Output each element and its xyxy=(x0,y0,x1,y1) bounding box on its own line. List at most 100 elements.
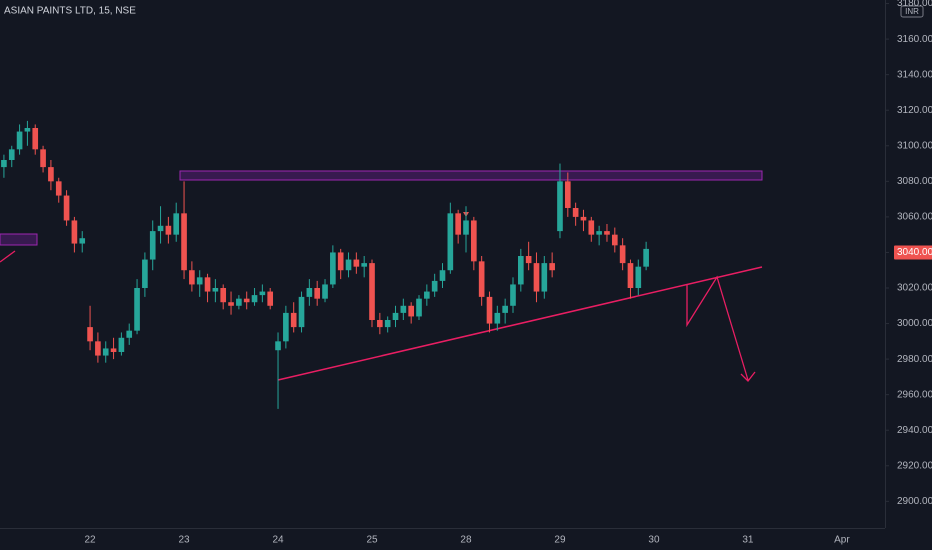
arrow-head xyxy=(740,371,756,382)
candle-body xyxy=(494,312,501,324)
candle-body xyxy=(455,213,461,235)
y-tick-label: 2980.00 xyxy=(897,354,932,365)
candle-body xyxy=(173,213,180,235)
candle-body xyxy=(126,330,133,338)
candle-body xyxy=(463,220,469,235)
trend-line xyxy=(0,250,16,263)
candle-body xyxy=(1,160,7,168)
candle-body xyxy=(79,238,86,244)
candle-body xyxy=(63,195,70,221)
candle-body xyxy=(447,213,454,271)
candle-body xyxy=(134,288,140,331)
candle-body xyxy=(525,256,532,264)
x-tick-label: 28 xyxy=(460,535,472,546)
candle-body xyxy=(510,284,516,306)
candle-body xyxy=(369,263,375,320)
currency-badge xyxy=(900,5,924,18)
x-tick-label: Apr xyxy=(834,535,850,546)
y-tick-label: 2920.00 xyxy=(897,460,932,471)
candle-body xyxy=(204,277,211,292)
candle-body xyxy=(228,302,234,306)
candle-body xyxy=(306,288,313,297)
y-tick-label: 3140.00 xyxy=(897,69,932,80)
candle-body xyxy=(377,320,383,328)
candle-body xyxy=(635,266,642,288)
candle-body xyxy=(345,259,352,271)
candle-body xyxy=(408,305,414,317)
candle-body xyxy=(557,181,563,232)
candle-body xyxy=(236,298,242,306)
candle-body xyxy=(142,259,148,288)
x-tick-label: 30 xyxy=(648,535,660,546)
last-price-label: 3040.00 xyxy=(897,247,932,258)
candle-body xyxy=(541,263,548,292)
x-tick-label: 22 xyxy=(85,535,97,546)
trend-line xyxy=(277,266,763,381)
candle-body xyxy=(275,341,281,351)
candle-body xyxy=(588,220,595,235)
candle-body xyxy=(627,263,634,288)
candle-body xyxy=(110,348,117,352)
y-tick-label: 2940.00 xyxy=(897,425,932,436)
candle-body xyxy=(424,291,430,299)
x-tick-label: 25 xyxy=(366,535,378,546)
candle-body xyxy=(298,296,305,328)
candle-body xyxy=(478,261,485,297)
candles xyxy=(1,120,649,409)
y-tick-label: 2900.00 xyxy=(897,496,932,507)
candle-body xyxy=(439,270,446,281)
candle-body xyxy=(384,320,391,328)
candle-body xyxy=(267,291,274,306)
candle-body xyxy=(181,213,187,271)
candle-body xyxy=(517,256,524,285)
candle-body xyxy=(149,231,156,260)
y-tick-label: 3080.00 xyxy=(897,176,932,187)
x-tick-label: 31 xyxy=(742,535,754,546)
candle-body xyxy=(416,298,422,317)
y-tick-label: 3120.00 xyxy=(897,105,932,116)
candle-body xyxy=(604,231,610,235)
candle-body xyxy=(55,181,62,196)
candle-body xyxy=(619,245,626,264)
candle-body xyxy=(322,284,328,299)
candle-body xyxy=(611,234,618,246)
candle-body xyxy=(330,252,336,285)
candle-body xyxy=(353,259,360,267)
y-tick-label: 3180.00 xyxy=(897,0,932,9)
y-tick-label: 3020.00 xyxy=(897,283,932,294)
candle-body xyxy=(361,263,368,267)
candle-body xyxy=(24,128,31,132)
x-tick-label: 29 xyxy=(554,535,566,546)
candle-body xyxy=(8,149,15,160)
candle-body xyxy=(71,220,78,244)
candle-body xyxy=(596,231,602,235)
candle-body xyxy=(290,312,297,328)
candle-body xyxy=(243,298,250,303)
candle-body xyxy=(283,312,289,342)
candle-body xyxy=(643,248,649,267)
candle-body xyxy=(212,288,219,292)
candle-body xyxy=(48,167,54,182)
candle-body xyxy=(16,131,23,150)
y-tick-label: 3060.00 xyxy=(897,212,932,223)
candle-body xyxy=(95,341,101,356)
candle-body xyxy=(189,270,195,285)
candle-body xyxy=(259,291,266,296)
candle-body xyxy=(118,337,125,352)
candle-body xyxy=(431,280,438,292)
y-tick-label: 3160.00 xyxy=(897,34,932,45)
candle-body xyxy=(572,208,579,217)
candle-body xyxy=(471,220,477,262)
candle-body xyxy=(486,296,493,324)
y-tick-label: 2960.00 xyxy=(897,389,932,400)
candle-body xyxy=(87,327,93,342)
candle-body xyxy=(196,277,203,285)
candle-body xyxy=(400,305,407,313)
x-tick-label: 23 xyxy=(178,535,190,546)
currency: INR xyxy=(905,7,919,16)
chart-title: ASIAN PAINTS LTD, 15, NSE xyxy=(4,6,136,17)
y-tick-label: 3100.00 xyxy=(897,140,932,151)
candle-body xyxy=(337,252,344,271)
